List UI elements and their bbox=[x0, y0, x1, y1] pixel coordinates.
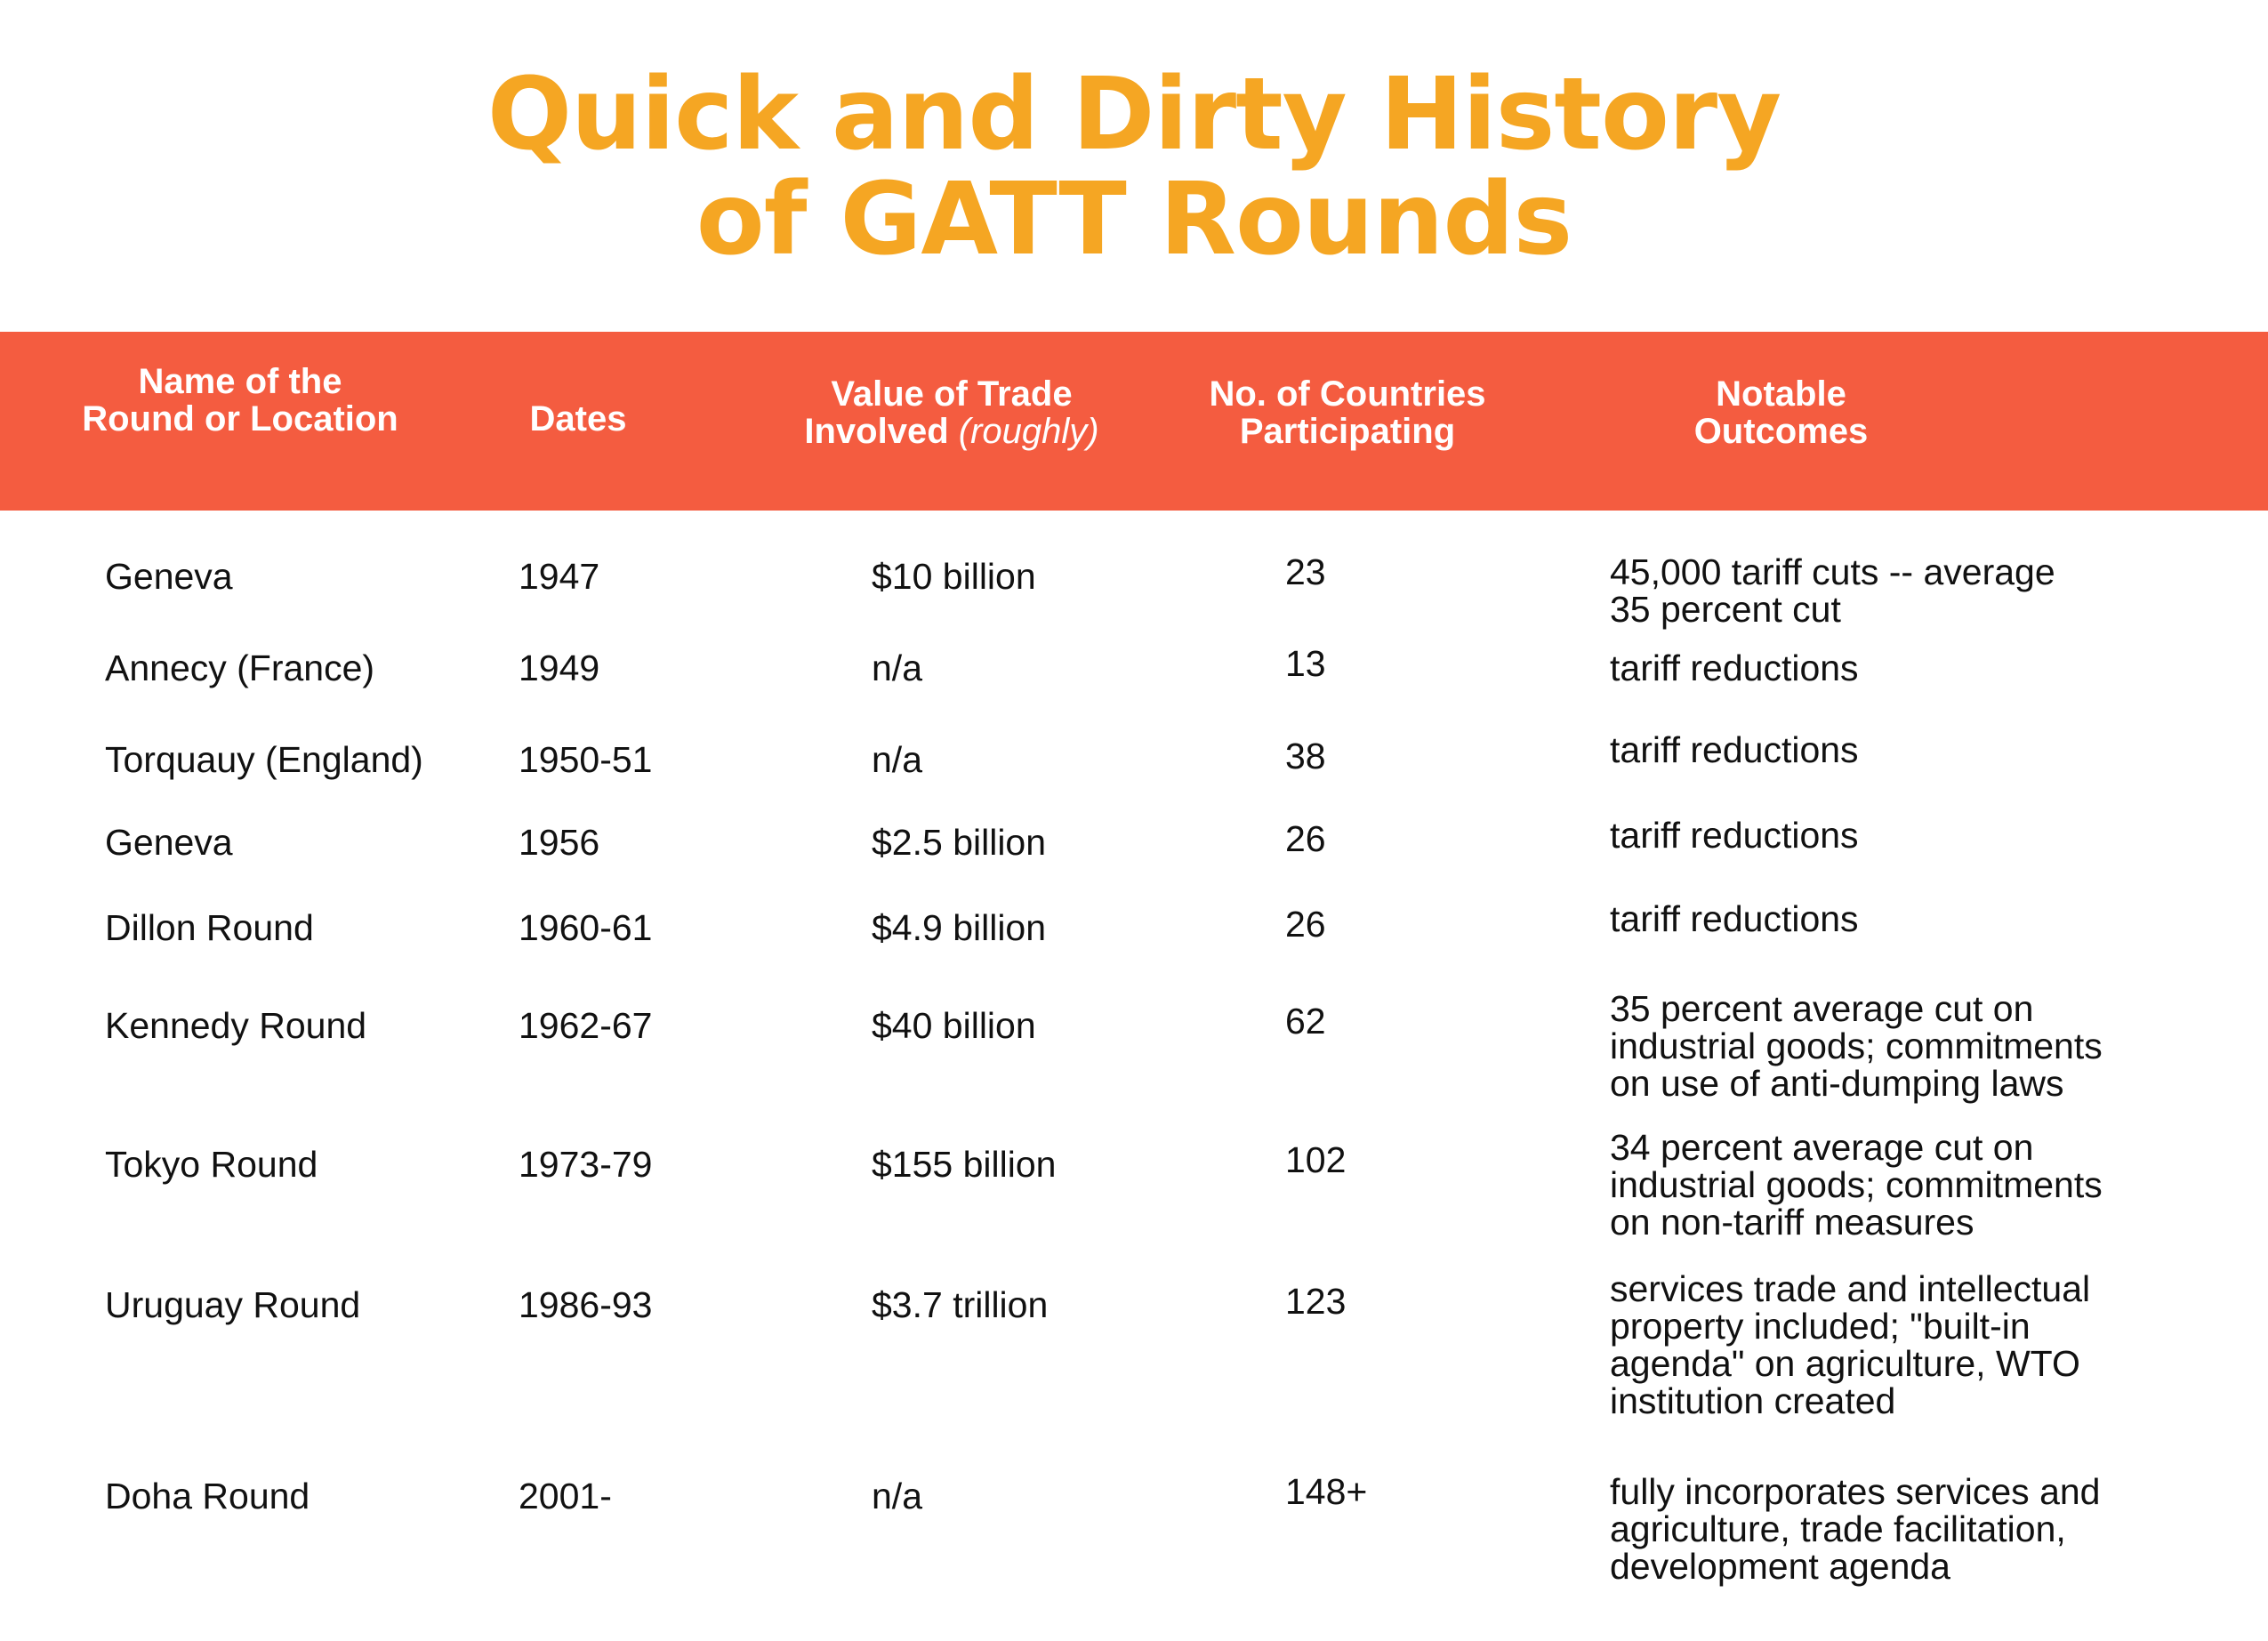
row-4-dates: 1956 bbox=[519, 822, 600, 863]
row-2-outcome: tariff reductions bbox=[1610, 649, 1859, 687]
row-8-countries: 123 bbox=[1285, 1281, 1347, 1322]
row-2-countries: 13 bbox=[1285, 643, 1326, 684]
header-countries-line-2: Participating bbox=[1239, 412, 1456, 451]
row-3-outcome: tariff reductions bbox=[1610, 731, 1859, 768]
title-line-2: of GATT Rounds bbox=[696, 162, 1572, 278]
row-4-name: Geneva bbox=[105, 822, 233, 863]
row-9-outcome: fully incorporates services and agricult… bbox=[1610, 1473, 2100, 1585]
row-5-outcome: tariff reductions bbox=[1610, 900, 1859, 937]
row-8-outcome-line: services trade and intellectual bbox=[1610, 1268, 2091, 1309]
row-8-outcome: services trade and intellectual property… bbox=[1610, 1270, 2090, 1420]
row-9-value: n/a bbox=[872, 1476, 922, 1516]
title-line-1: Quick and Dirty History bbox=[487, 57, 1781, 173]
header-outcomes: Notable Outcomes bbox=[1601, 375, 1961, 450]
row-5-countries: 26 bbox=[1285, 904, 1326, 945]
row-8-outcome-line: property included; "built-in bbox=[1610, 1306, 2031, 1347]
row-8-name: Uruguay Round bbox=[105, 1284, 361, 1325]
header-countries: No. of Countries Participating bbox=[1187, 375, 1508, 450]
row-7-value: $155 billion bbox=[872, 1144, 1057, 1185]
row-3-countries: 38 bbox=[1285, 736, 1326, 776]
row-2-value: n/a bbox=[872, 648, 922, 688]
header-name-line-2: Round or Location bbox=[82, 399, 398, 438]
header-value-line-2: Involved (roughly) bbox=[774, 413, 1130, 450]
row-7-outcome-line: 34 percent average cut on bbox=[1610, 1127, 2034, 1168]
row-4-value: $2.5 billion bbox=[872, 822, 1047, 863]
row-8-outcome-line: agenda" on agriculture, WTO bbox=[1610, 1343, 2080, 1384]
page-title: Quick and Dirty History of GATT Rounds bbox=[0, 62, 2268, 272]
row-9-name: Doha Round bbox=[105, 1476, 310, 1516]
row-7-outcome-line: on non-tariff measures bbox=[1610, 1202, 1974, 1243]
row-2-dates: 1949 bbox=[519, 648, 600, 688]
row-9-dates: 2001- bbox=[519, 1476, 612, 1516]
row-4-outcome-line: tariff reductions bbox=[1610, 815, 1859, 856]
header-value-main: Involved bbox=[804, 412, 949, 451]
row-1-outcome-line: 45,000 tariff cuts -- average bbox=[1610, 551, 2055, 592]
table-header: Name of the Round or Location Dates Valu… bbox=[0, 332, 2268, 511]
header-outcomes-line-1: Notable bbox=[1716, 374, 1846, 414]
row-5-dates: 1960-61 bbox=[519, 907, 653, 948]
row-1-name: Geneva bbox=[105, 556, 233, 597]
row-2-outcome-line: tariff reductions bbox=[1610, 648, 1859, 688]
row-5-name: Dillon Round bbox=[105, 907, 314, 948]
row-7-name: Tokyo Round bbox=[105, 1144, 318, 1185]
row-9-outcome-line: agriculture, trade facilitation, bbox=[1610, 1508, 2066, 1549]
row-3-outcome-line: tariff reductions bbox=[1610, 729, 1859, 770]
row-3-name: Torquauy (England) bbox=[105, 739, 423, 780]
row-7-outcome-line: industrial goods; commitments bbox=[1610, 1164, 2103, 1205]
row-8-outcome-line: institution created bbox=[1610, 1380, 1896, 1421]
row-6-value: $40 billion bbox=[872, 1005, 1036, 1046]
header-outcomes-line-2: Outcomes bbox=[1693, 412, 1869, 451]
header-value: Value of Trade Involved (roughly) bbox=[774, 375, 1130, 450]
header-countries-line-1: No. of Countries bbox=[1209, 374, 1486, 414]
row-6-name: Kennedy Round bbox=[105, 1005, 367, 1046]
header-value-note: (roughly) bbox=[958, 412, 1099, 451]
row-1-outcome-line: 35 percent cut bbox=[1610, 589, 1841, 630]
row-7-dates: 1973-79 bbox=[519, 1144, 653, 1185]
row-1-countries: 23 bbox=[1285, 551, 1326, 592]
header-name-line-1: Name of the bbox=[138, 362, 342, 401]
row-8-value: $3.7 trillion bbox=[872, 1284, 1049, 1325]
row-9-countries: 148+ bbox=[1285, 1471, 1368, 1512]
row-9-outcome-line: fully incorporates services and bbox=[1610, 1471, 2101, 1512]
row-6-countries: 62 bbox=[1285, 1001, 1326, 1042]
row-8-dates: 1986-93 bbox=[519, 1284, 653, 1325]
row-4-countries: 26 bbox=[1285, 818, 1326, 859]
row-6-outcome-line: industrial goods; commitments bbox=[1610, 1026, 2103, 1066]
row-2-name: Annecy (France) bbox=[105, 648, 375, 688]
header-dates: Dates bbox=[480, 400, 676, 438]
row-3-value: n/a bbox=[872, 739, 922, 780]
row-3-dates: 1950-51 bbox=[519, 739, 653, 780]
row-7-outcome: 34 percent average cut on industrial goo… bbox=[1610, 1129, 2103, 1241]
row-1-dates: 1947 bbox=[519, 556, 600, 597]
row-4-outcome: tariff reductions bbox=[1610, 816, 1859, 854]
row-1-value: $10 billion bbox=[872, 556, 1036, 597]
row-6-dates: 1962-67 bbox=[519, 1005, 653, 1046]
row-7-countries: 102 bbox=[1285, 1139, 1347, 1180]
row-6-outcome: 35 percent average cut on industrial goo… bbox=[1610, 990, 2103, 1102]
row-1-outcome: 45,000 tariff cuts -- average 35 percent… bbox=[1610, 553, 2055, 628]
row-6-outcome-line: 35 percent average cut on bbox=[1610, 988, 2034, 1029]
row-6-outcome-line: on use of anti-dumping laws bbox=[1610, 1063, 2064, 1104]
row-5-outcome-line: tariff reductions bbox=[1610, 898, 1859, 939]
header-dates-line-1: Dates bbox=[529, 399, 627, 438]
row-9-outcome-line: development agenda bbox=[1610, 1546, 1950, 1587]
row-5-value: $4.9 billion bbox=[872, 907, 1047, 948]
header-name: Name of the Round or Location bbox=[53, 363, 427, 438]
header-value-line-1: Value of Trade bbox=[831, 374, 1073, 414]
